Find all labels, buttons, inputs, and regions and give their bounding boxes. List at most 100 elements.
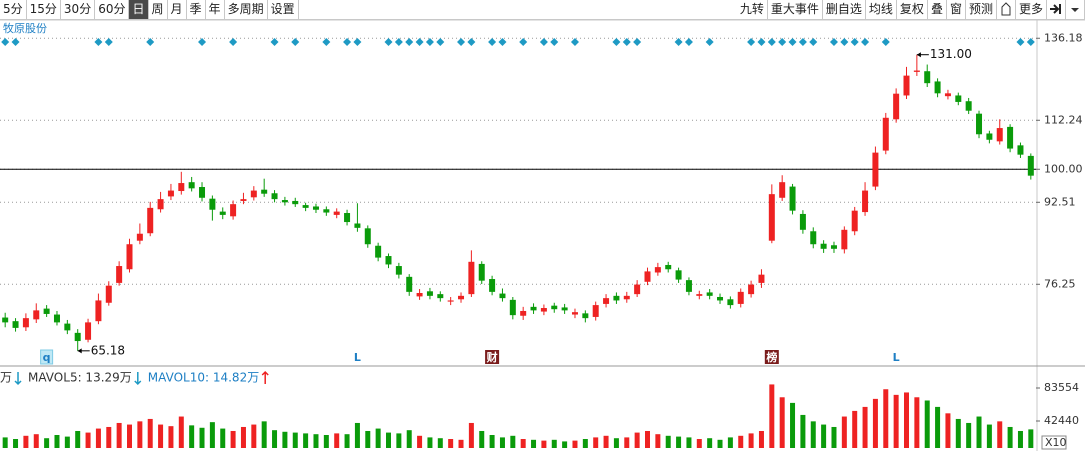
event-diamond bbox=[633, 38, 642, 46]
period-tab[interactable]: 5分 bbox=[0, 0, 27, 19]
volume-bar bbox=[634, 432, 640, 448]
period-tab[interactable]: 30分 bbox=[61, 0, 96, 19]
volume-bar bbox=[323, 434, 329, 448]
period-tab[interactable]: 年 bbox=[206, 0, 225, 19]
event-diamond bbox=[498, 38, 507, 46]
unit-label: X10 bbox=[1045, 436, 1067, 449]
volume-bar bbox=[106, 426, 112, 448]
tool-tab[interactable]: 预测 bbox=[966, 0, 997, 19]
candle-body bbox=[126, 244, 133, 270]
event-diamond bbox=[881, 38, 890, 46]
candle-body bbox=[654, 267, 661, 273]
candle-body bbox=[613, 295, 620, 301]
event-diamond bbox=[270, 38, 279, 46]
tool-tab[interactable]: 九转 bbox=[737, 0, 768, 19]
candle-body bbox=[582, 313, 589, 319]
candle-body bbox=[136, 233, 143, 241]
tool-tab[interactable]: 复权 bbox=[897, 0, 928, 19]
candle-body bbox=[426, 291, 433, 296]
trend-arrow bbox=[14, 372, 22, 386]
event-diamond bbox=[809, 38, 818, 46]
candle-body bbox=[344, 213, 351, 223]
event-label: L bbox=[893, 351, 900, 364]
event-diamond bbox=[767, 38, 776, 46]
candle-body bbox=[250, 190, 257, 198]
volume-bar bbox=[676, 436, 682, 448]
candle-body bbox=[53, 314, 60, 323]
event-diamond bbox=[1016, 38, 1025, 46]
volume-bar bbox=[707, 438, 713, 448]
candle-body bbox=[944, 93, 951, 97]
volume-bar bbox=[738, 435, 744, 448]
period-tab[interactable]: 日 bbox=[129, 0, 149, 19]
period-tab[interactable]: 季 bbox=[187, 0, 206, 19]
candle-body bbox=[634, 284, 641, 295]
volume-bar bbox=[313, 434, 319, 448]
volume-bar bbox=[841, 416, 847, 448]
more-tab[interactable]: 更多 bbox=[1016, 0, 1047, 19]
event-diamond bbox=[674, 38, 683, 46]
period-tab[interactable]: 15分 bbox=[27, 0, 61, 19]
event-diamond bbox=[705, 38, 714, 46]
volume-bar bbox=[810, 421, 816, 448]
annotation-arrow bbox=[916, 52, 921, 58]
tool-tab[interactable]: 叠 bbox=[928, 0, 947, 19]
legend-text: 万 bbox=[0, 371, 12, 385]
event-diamond bbox=[384, 38, 393, 46]
volume-bar bbox=[448, 439, 454, 448]
home-icon[interactable] bbox=[997, 0, 1016, 19]
event-diamond bbox=[457, 38, 466, 46]
period-tab[interactable]: 多周期 bbox=[225, 0, 268, 19]
event-diamond bbox=[343, 38, 352, 46]
candle-body bbox=[540, 308, 547, 312]
volume-bar bbox=[147, 418, 153, 448]
volume-bar bbox=[499, 437, 505, 448]
volume-bar bbox=[686, 437, 692, 448]
candle-body bbox=[685, 280, 692, 292]
candle-body bbox=[489, 279, 496, 292]
event-diamond bbox=[861, 38, 870, 46]
event-diamond bbox=[550, 38, 559, 46]
volume-bar bbox=[251, 424, 257, 448]
period-tab[interactable]: 设置 bbox=[268, 0, 299, 19]
candle-body bbox=[820, 243, 827, 249]
tool-tab[interactable]: 窗 bbox=[947, 0, 966, 19]
volume-bar bbox=[790, 402, 796, 448]
collapse-icon[interactable] bbox=[1047, 0, 1066, 19]
candle-body bbox=[551, 305, 558, 310]
volume-bar bbox=[386, 432, 391, 448]
period-tab[interactable]: 60分 bbox=[95, 0, 130, 19]
trend-arrow bbox=[261, 370, 269, 384]
candle-body bbox=[395, 266, 402, 275]
candle-body bbox=[903, 75, 910, 96]
candle-body bbox=[312, 206, 319, 210]
volume-bar bbox=[272, 430, 278, 448]
volume-bar bbox=[645, 430, 650, 448]
candle-body bbox=[841, 229, 848, 250]
event-diamond bbox=[436, 38, 445, 46]
volume-bar bbox=[562, 441, 568, 448]
volume-bar bbox=[189, 425, 195, 448]
event-diamond bbox=[778, 38, 787, 46]
candle-body bbox=[219, 211, 226, 215]
period-tab[interactable]: 周 bbox=[149, 0, 168, 19]
event-diamond bbox=[612, 38, 621, 46]
tool-tab[interactable]: 删自选 bbox=[823, 0, 866, 19]
candle-body bbox=[281, 200, 288, 203]
volume-bar bbox=[696, 439, 702, 448]
volume-bar bbox=[365, 430, 371, 448]
candle-body bbox=[85, 322, 92, 340]
candle-body bbox=[882, 117, 889, 151]
candle-body bbox=[934, 81, 941, 94]
period-tabs: 5分 15分 30分 60分日周月季年多周期 设置 bbox=[0, 0, 299, 19]
volume-bar bbox=[717, 439, 723, 448]
tool-tab[interactable]: 均线 bbox=[866, 0, 897, 19]
period-tab[interactable]: 月 bbox=[168, 0, 187, 19]
candle-body bbox=[623, 295, 630, 300]
volume-bar bbox=[1028, 429, 1034, 448]
event-label: 榜 bbox=[766, 350, 777, 364]
candle-body bbox=[116, 266, 123, 283]
tool-tab[interactable]: 重大事件 bbox=[768, 0, 823, 19]
candle-body bbox=[2, 317, 9, 323]
legend-text: MAVOL5: 13.29万 bbox=[28, 371, 132, 385]
